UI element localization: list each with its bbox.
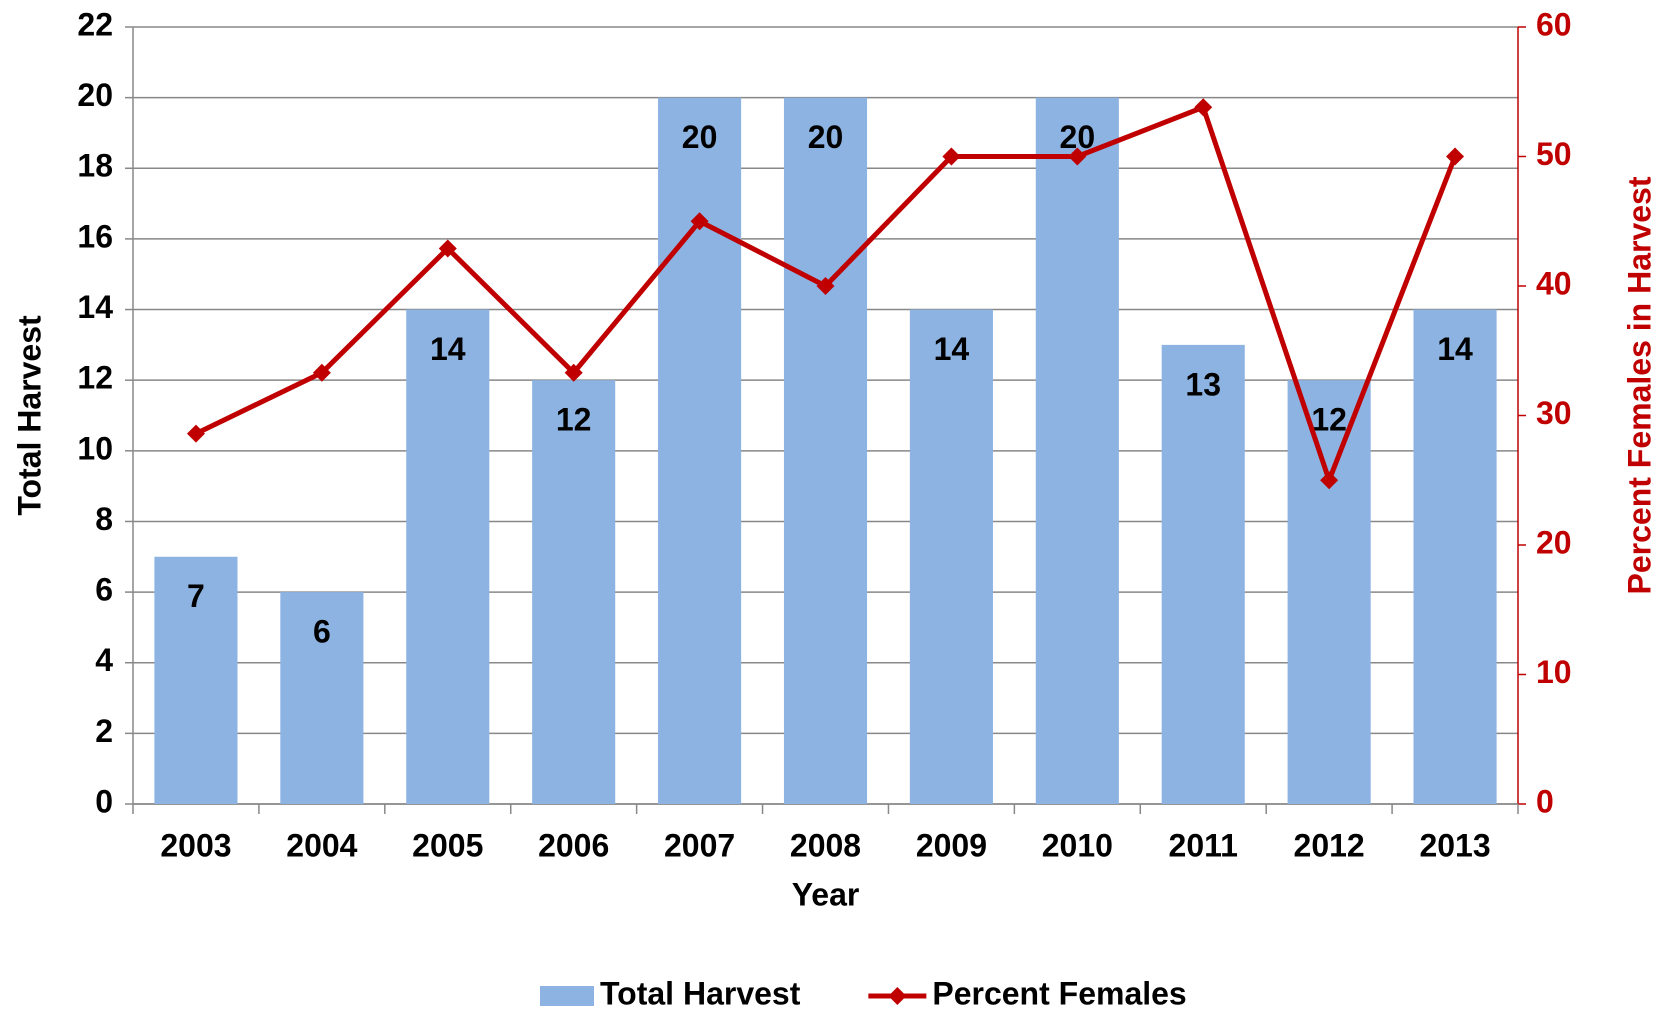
y2-tick-label: 20 (1536, 524, 1572, 560)
y-tick-label: 12 (77, 360, 113, 396)
y-tick-label: 2 (95, 713, 113, 749)
x-tick-label: 2007 (664, 827, 735, 863)
y-axis-title: Total Harvest (11, 315, 47, 516)
bar (909, 309, 993, 804)
y-tick-label: 8 (95, 501, 113, 537)
x-tick-label: 2010 (1042, 827, 1113, 863)
bar (280, 592, 364, 804)
bar (1413, 309, 1497, 804)
x-tick-label: 2003 (160, 827, 231, 863)
bar (658, 97, 742, 805)
marker (816, 277, 835, 295)
bar (783, 97, 868, 805)
marker (1446, 147, 1465, 166)
y-tick-label: 16 (77, 218, 113, 254)
bar (1035, 97, 1119, 805)
x-tick-label: 2005 (412, 827, 483, 863)
legend-marker (888, 987, 907, 1005)
y-tick-label: 4 (95, 642, 113, 678)
data-label: 6 (313, 614, 331, 650)
data-label: 14 (1437, 331, 1473, 367)
y-tick-label: 10 (77, 430, 113, 466)
legend-swatch (540, 986, 594, 1006)
bar (1161, 344, 1245, 804)
marker (1320, 471, 1339, 490)
bar (1287, 380, 1371, 804)
data-label: 14 (934, 331, 970, 367)
data-label: 13 (1185, 366, 1221, 402)
y-tick-label: 14 (77, 289, 113, 325)
data-label: 12 (1311, 402, 1347, 438)
x-tick-label: 2013 (1419, 827, 1490, 863)
y2-tick-label: 30 (1536, 395, 1572, 431)
data-label: 14 (430, 331, 466, 367)
x-tick-label: 2004 (286, 827, 357, 863)
y2-tick-label: 0 (1536, 783, 1554, 819)
marker (1068, 147, 1087, 166)
y2-tick-label: 50 (1536, 136, 1572, 172)
bar (532, 380, 616, 804)
data-label: 7 (187, 578, 205, 614)
y-tick-label: 6 (95, 572, 113, 608)
y-tick-label: 0 (95, 783, 113, 819)
marker (438, 239, 457, 258)
y-tick-label: 22 (77, 6, 113, 42)
bar (154, 556, 238, 804)
data-label: 20 (808, 119, 844, 155)
x-tick-label: 2009 (916, 827, 987, 863)
x-tick-label: 2008 (790, 827, 861, 863)
marker (186, 424, 205, 443)
y2-tick-label: 40 (1536, 265, 1572, 301)
legend-label: Total Harvest (600, 975, 801, 1011)
legend-label: Percent Females (932, 975, 1186, 1011)
marker (564, 363, 583, 382)
marker (1194, 98, 1213, 117)
y2-axis-title: Percent Females in Harvest (1621, 176, 1657, 594)
marker (942, 147, 961, 166)
x-tick-label: 2012 (1294, 827, 1365, 863)
x-tick-label: 2006 (538, 827, 609, 863)
marker (312, 363, 331, 382)
y-tick-label: 20 (77, 77, 113, 113)
bar (406, 309, 490, 804)
y-tick-label: 18 (77, 148, 113, 184)
data-label: 12 (556, 402, 592, 438)
marker (690, 212, 709, 231)
x-axis-title: Year (792, 876, 860, 912)
y2-tick-label: 10 (1536, 654, 1572, 690)
data-label: 20 (682, 119, 718, 155)
x-tick-label: 2011 (1169, 827, 1238, 863)
y2-tick-label: 60 (1536, 6, 1572, 42)
